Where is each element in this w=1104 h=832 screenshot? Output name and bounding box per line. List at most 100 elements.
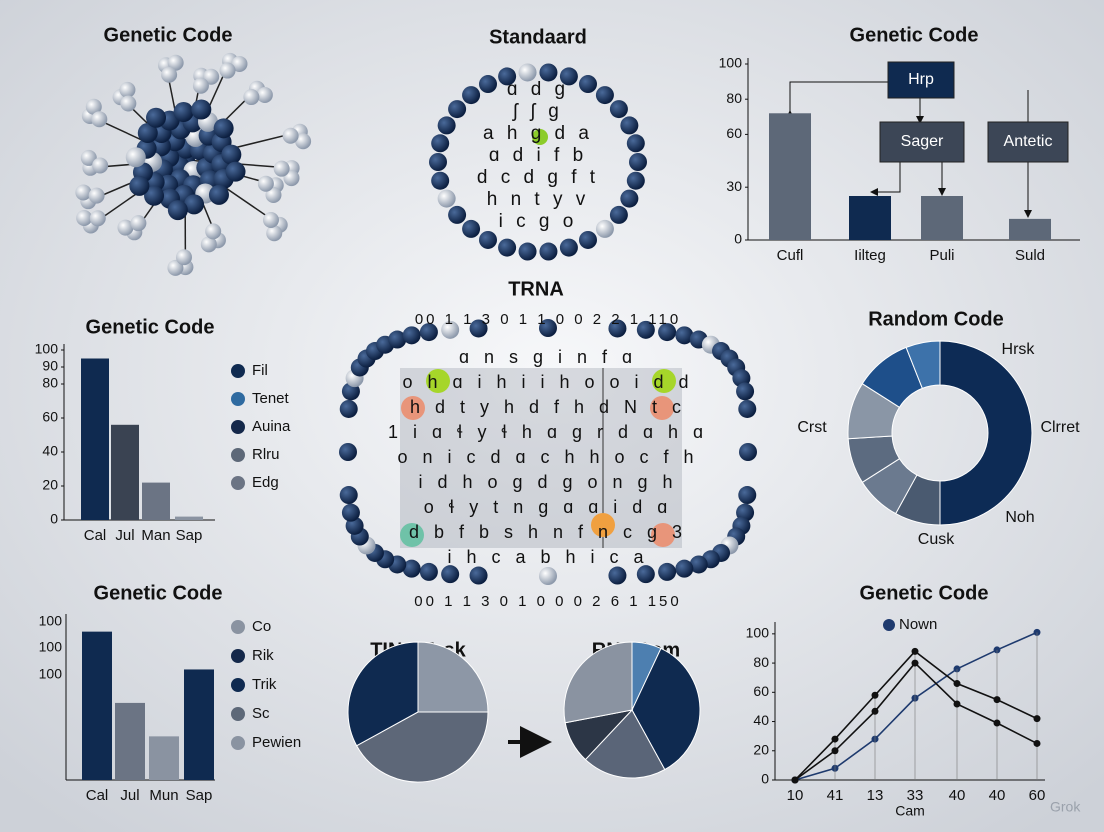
slice-label: Crst [797,419,827,436]
letter-row: o n i c d ɑ c h h o c f h [397,447,698,467]
x-tick-label: 10 [787,787,804,804]
legend-swatch [231,678,245,692]
bead [431,171,450,190]
bead [339,486,358,505]
legend-swatch [231,620,245,634]
annotation-box [887,61,955,99]
atom [76,209,93,226]
x-tick-label: 40 [989,787,1006,804]
bead [608,319,627,338]
legend-swatch [883,619,895,631]
letter-row: ɑ d g [507,79,569,100]
bead [675,326,694,345]
bead [559,67,578,86]
bead [626,134,645,153]
y-tick-label: 80 [726,90,742,106]
legend-label: Auina [252,418,291,435]
legend-swatch [231,649,245,663]
point [1033,739,1041,747]
arrow [870,162,901,196]
x-tick-label: Suld [1015,247,1045,264]
atom [130,215,147,232]
y-tick-label: 100 [719,55,743,71]
highlight [651,523,675,547]
y-tick-label: 40 [753,712,769,728]
point [1033,715,1041,723]
atom [119,81,136,98]
slice [631,647,701,771]
bead [341,503,360,522]
chart-title: Genetic Code [86,316,215,338]
bead [402,559,421,578]
legend-label: Edg [252,474,279,491]
y-tick-label: 100 [39,639,63,655]
legend-swatch [231,392,245,406]
point [871,691,879,699]
x-tick-label: 33 [907,787,924,804]
bar [81,358,109,520]
x-tick-label: Mun [149,787,178,804]
x-tick-label: Puli [929,247,954,264]
chart-title: Genetic Code [860,582,989,604]
bead [437,189,456,208]
annotation-box [987,121,1069,163]
bead [469,319,488,338]
atom [200,236,217,253]
x-tick-label: 40 [949,787,966,804]
bead [658,323,677,342]
bead [518,242,537,261]
legend-swatch [231,707,245,721]
bead [539,319,557,337]
letter-row: 1 i ɑ ɬ y ɬ h ɑ g r d ɑ h ɑ [388,422,708,442]
bar [921,196,963,240]
y-tick-label: 0 [734,231,742,247]
highlight [426,369,450,393]
atom [208,184,229,205]
chart-title: Genetic Code [850,24,979,46]
atom [191,99,212,120]
legend-label: Co [252,618,271,635]
legend-label: Rlru [252,446,280,463]
slice [939,340,1033,526]
letter-row: a h g d a [483,123,593,144]
letter-row: o h ɑ i h i i h o o i d d [402,372,693,392]
bead [469,566,488,585]
atom [167,259,184,276]
bead [431,134,450,153]
y-tick-label: 30 [726,178,742,194]
atom [184,194,205,215]
point [993,696,1001,704]
y-tick-label: 20 [753,741,769,757]
bead [579,75,597,94]
legend-swatch [231,448,245,462]
chart-title: Random Code [868,308,1004,330]
slice [905,340,941,390]
slice-label: Clrret [1040,419,1080,436]
chart-title: Genetic Code [94,582,223,604]
bead [429,153,447,171]
y-tick-label: 0 [50,511,58,527]
atom [88,187,105,204]
atom [117,219,134,236]
atom [129,175,150,196]
number-row: 00 1 1 3 0 1 0 0 0 2 6 1 150 [414,593,682,610]
letter-row: i c g o [499,211,578,232]
bead [609,100,628,119]
title: Standaard [489,26,587,48]
bar [175,516,203,520]
atom [173,102,194,123]
y-tick-label: 0 [761,771,769,787]
bead [518,63,537,82]
bar [142,482,170,520]
x-tick-label: Cal [84,527,107,544]
panel [400,368,682,548]
bead [462,86,481,105]
slice [417,641,489,713]
slice [355,711,489,783]
legend-label: Tenet [252,390,290,407]
point [953,700,961,708]
legend-swatch [231,476,245,490]
bead [498,238,517,257]
atom [91,111,108,128]
